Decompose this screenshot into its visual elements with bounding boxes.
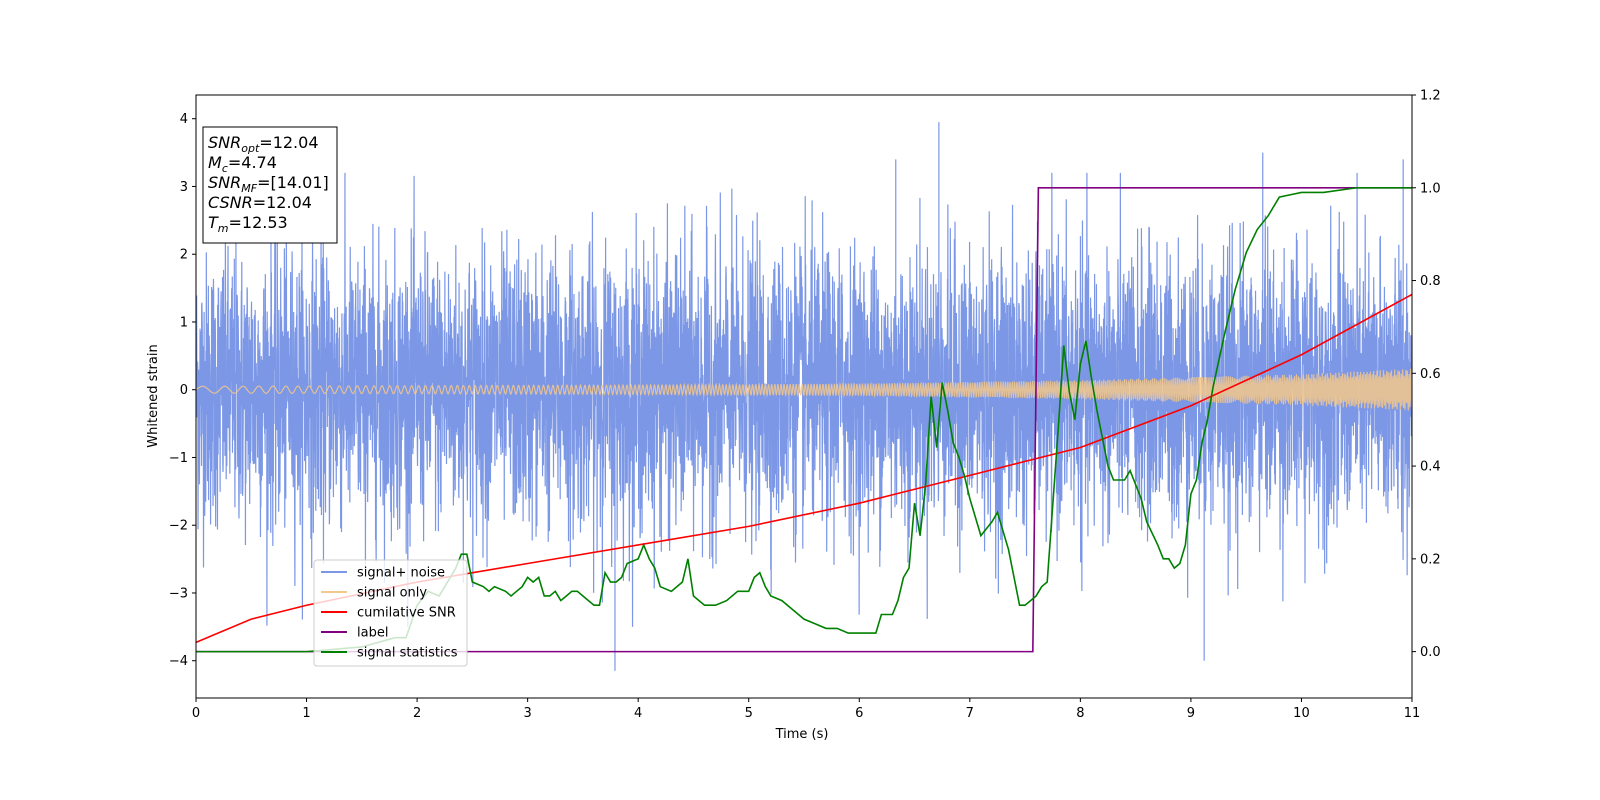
legend-label: signal+ noise (357, 566, 445, 581)
plot-frame (195, 94, 1413, 699)
annotation-line: Mc=4.74 (208, 153, 277, 175)
series-label (196, 186, 1412, 653)
legend-label: label (357, 626, 388, 641)
y-tick-label: −2 (169, 519, 188, 534)
y-tick-label: 3 (180, 180, 188, 195)
legend-label: signal only (357, 586, 427, 601)
series-signal-noise (196, 122, 1412, 671)
y-tick-label: −3 (169, 586, 188, 601)
y-tick-label: 1 (180, 315, 188, 330)
x-tick-label: 0 (192, 706, 200, 721)
y2-tick-label: 0.2 (1420, 552, 1441, 567)
x-tick-label: 7 (966, 706, 974, 721)
y-axis: 4 3 2 1 0 −1 −2 −3 −4 (169, 112, 196, 669)
x-axis: 0 1 2 3 4 5 6 7 8 9 10 11 (192, 698, 1420, 721)
x-tick-label: 2 (413, 706, 421, 721)
y2-tick-label: 0.6 (1420, 367, 1441, 382)
series-layer (196, 122, 1412, 671)
y2-tick-label: 1.2 (1420, 89, 1441, 104)
annotation-box: SNRopt=12.04Mc=4.74SNRMF=[14.01]CSNR=12.… (202, 126, 338, 244)
y-tick-label: 0 (180, 383, 188, 398)
x-tick-label: 9 (1187, 706, 1195, 721)
x-axis-label: Time (s) (775, 727, 829, 742)
x-tick-label: 6 (855, 706, 863, 721)
annotation-line: SNRMF=[14.01] (208, 173, 329, 195)
y-tick-label: −4 (169, 654, 188, 669)
y2-tick-label: 0.4 (1420, 460, 1441, 475)
x-tick-label: 8 (1076, 706, 1084, 721)
y-tick-label: 2 (180, 248, 188, 263)
x-tick-label: 1 (302, 706, 310, 721)
x-tick-label: 4 (634, 706, 642, 721)
y-tick-label: 4 (180, 112, 188, 127)
annotation-line: CSNR=12.04 (208, 193, 312, 212)
y2-tick-label: 1.0 (1420, 181, 1441, 196)
y2-tick-label: 0.0 (1420, 645, 1441, 660)
y-axis-label: Whitened strain (146, 344, 161, 447)
annotation-line: SNRopt=12.04 (208, 133, 319, 155)
y2-tick-label: 0.8 (1420, 274, 1441, 289)
x-tick-label: 3 (523, 706, 531, 721)
legend-label: cumilative SNR (357, 606, 456, 621)
x-tick-label: 11 (1404, 706, 1421, 721)
series-signal-statistics (196, 186, 1412, 653)
y-tick-label: −1 (169, 451, 188, 466)
y2-axis: 1.2 1.0 0.8 0.6 0.4 0.2 0.0 (1412, 89, 1441, 660)
x-tick-label: 5 (745, 706, 753, 721)
annotation-line: Tm=12.53 (208, 213, 288, 235)
legend-label: signal statistics (357, 646, 458, 661)
x-tick-label: 10 (1293, 706, 1310, 721)
legend: signal+ noise signal only cumilative SNR la… (313, 559, 468, 667)
series-cumulative-snr (196, 293, 1412, 644)
